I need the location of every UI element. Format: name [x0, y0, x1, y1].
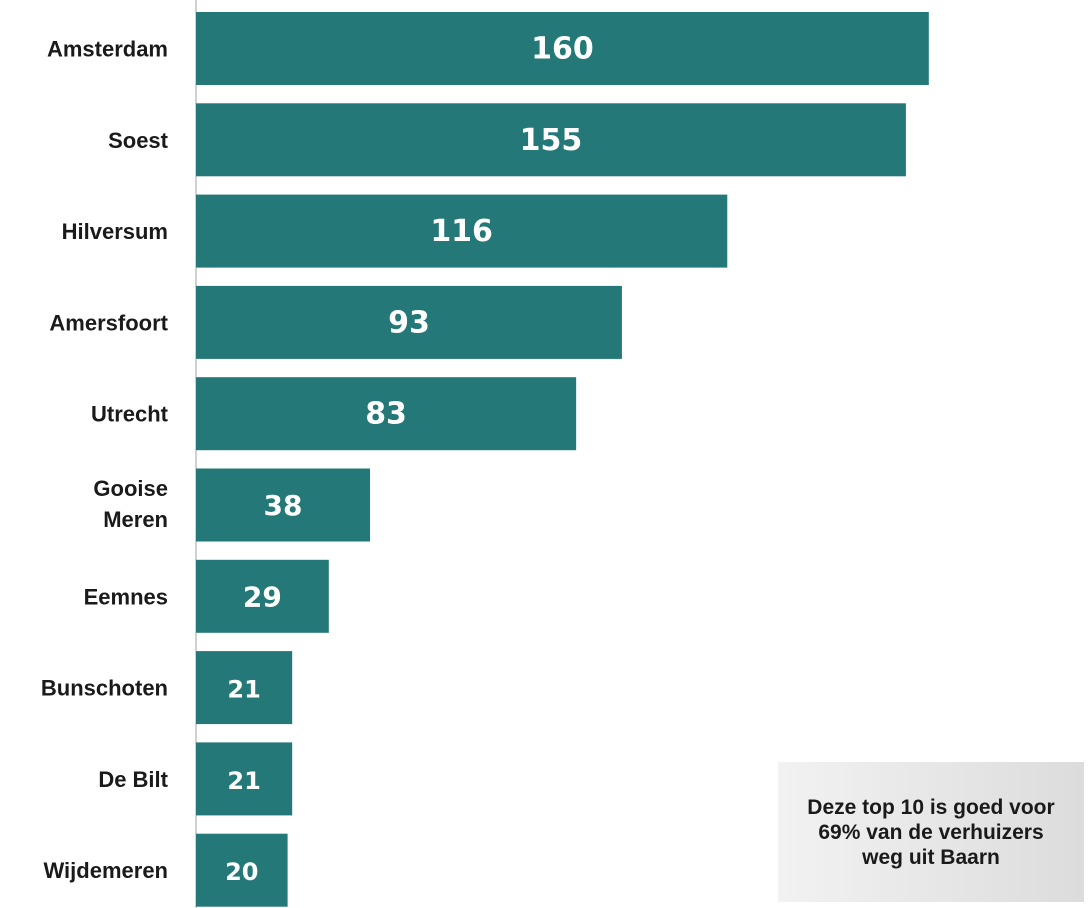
bars	[196, 12, 929, 907]
category-label-bunschoten: Bunschoten	[41, 676, 168, 701]
category-label-soest: Soest	[108, 128, 169, 153]
category-labels: Amsterdam Soest Hilversum Amersfoort Utrecht…	[41, 37, 169, 884]
bar-amersfoort	[196, 285, 622, 359]
value-label-hilversum: 116	[430, 214, 493, 249]
category-label-de-bilt: De Bilt	[98, 767, 168, 792]
bar-utrecht	[196, 377, 577, 451]
value-label-amersfoort: 93	[388, 305, 430, 340]
note-box: Deze top 10 is goed voor 69% van de verh…	[778, 762, 1084, 902]
bar-de-bilt	[196, 742, 293, 816]
value-label-utrecht: 83	[365, 397, 407, 432]
bar-gooise-meren	[196, 468, 371, 542]
bar-soest	[196, 103, 906, 177]
category-label-eemnes: Eemnes	[84, 584, 168, 609]
category-label-amsterdam: Amsterdam	[47, 37, 168, 62]
value-label-de-bilt: 21	[227, 767, 260, 795]
bar-amsterdam	[196, 12, 929, 85]
bar-hilversum	[196, 194, 728, 268]
category-label-amersfoort: Amersfoort	[49, 310, 168, 335]
category-label-utrecht: Utrecht	[91, 402, 169, 427]
value-label-wijdemeren: 20	[225, 858, 258, 886]
note-text: Deze top 10 is goed voor 69% van de verh…	[807, 795, 1055, 869]
value-labels: 160 155 116 93 83 38 29 21 21 20	[225, 32, 594, 887]
bar-wijdemeren	[196, 833, 288, 907]
value-label-gooise-meren: 38	[264, 489, 303, 522]
category-label-gooise-meren: Gooise Meren	[93, 476, 168, 532]
value-label-soest: 155	[520, 123, 583, 158]
value-label-eemnes: 29	[243, 580, 282, 613]
value-label-bunschoten: 21	[227, 676, 260, 704]
category-label-wijdemeren: Wijdemeren	[43, 858, 168, 883]
bar-bunschoten	[196, 651, 293, 725]
value-label-amsterdam: 160	[531, 32, 594, 67]
bar-eemnes	[196, 559, 329, 633]
category-label-hilversum: Hilversum	[62, 219, 168, 244]
